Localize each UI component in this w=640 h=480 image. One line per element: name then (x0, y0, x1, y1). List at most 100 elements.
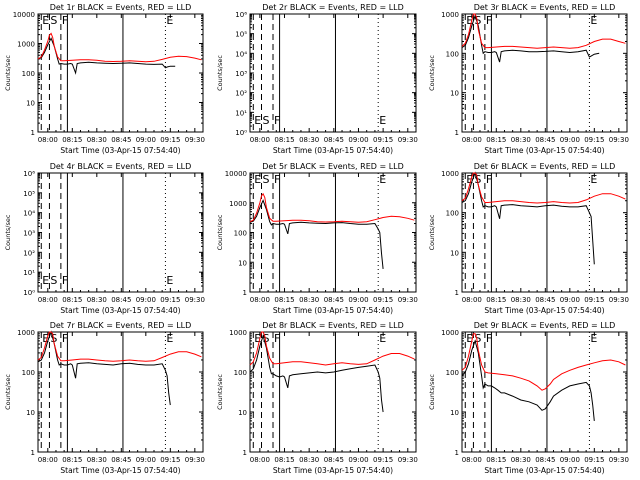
x-tick-label: 08:00 (250, 136, 270, 144)
x-tick-label: 08:45 (535, 136, 555, 144)
y-tick-label: 10 (238, 259, 247, 267)
chart-title: Det 8r BLACK = Events, RED = LLD (262, 321, 404, 330)
x-tick-label: 09:30 (185, 296, 205, 304)
marker-label: E (379, 332, 386, 345)
chart-panel-9: Det 9r BLACK = Events, RED = LLD Start Ti… (428, 321, 629, 475)
series-line-events (461, 339, 595, 421)
x-tick-label: 09:30 (398, 456, 418, 464)
marker-label: E (466, 173, 473, 186)
y-tick-label: 10 (26, 409, 35, 417)
marker-label: F (274, 114, 280, 127)
y-tick-label: 10 (450, 90, 459, 98)
x-tick-label: 09:00 (560, 296, 580, 304)
marker-label: F (486, 173, 492, 186)
x-tick-label: 09:15 (584, 296, 604, 304)
y-tick-label: 1 (455, 289, 459, 297)
y-axis-label: Counts/sec (216, 214, 224, 250)
series-line-events (249, 334, 384, 413)
chart-title: Det 9r BLACK = Events, RED = LLD (474, 321, 616, 330)
x-tick-label: 08:15 (274, 136, 294, 144)
x-tick-label: 08:45 (324, 296, 344, 304)
x-tick-label: 08:30 (511, 456, 531, 464)
y-tick-label: 1000 (229, 200, 247, 208)
y-tick-label: 10⁵ (235, 31, 247, 39)
marker-label: E (42, 332, 49, 345)
x-tick-label: 09:00 (560, 136, 580, 144)
y-tick-label: 100 (234, 369, 247, 377)
x-tick-label: 09:15 (160, 136, 180, 144)
marker-label: S (50, 274, 57, 287)
x-tick-label: 09:15 (373, 456, 393, 464)
marker-label: S (474, 332, 481, 345)
x-tick-label: 09:00 (348, 456, 368, 464)
marker-label: E (590, 332, 597, 345)
y-tick-label: 100 (234, 230, 247, 238)
plot-frame (461, 172, 628, 293)
y-tick-label: 10 (238, 409, 247, 417)
x-axis-label: Start Time (03-Apr-15 07:54:40) (484, 466, 604, 475)
y-tick-label: 100 (446, 50, 459, 58)
marker-label: E (166, 274, 173, 287)
x-tick-label: 08:45 (111, 136, 131, 144)
y-axis-label: Counts/sec (216, 374, 224, 410)
x-tick-label: 09:30 (398, 136, 418, 144)
marker-label: F (486, 14, 492, 27)
x-tick-label: 09:00 (136, 136, 156, 144)
x-tick-label: 08:30 (511, 136, 531, 144)
marker-label: E (590, 14, 597, 27)
x-axis-label: Start Time (03-Apr-15 07:54:40) (273, 306, 393, 315)
marker-label: E (166, 14, 173, 27)
x-tick-label: 09:30 (609, 296, 629, 304)
marker-label: E (254, 173, 261, 186)
chart-title: Det 4r BLACK = Events, RED = LLD (50, 162, 192, 171)
y-tick-label: 1 (31, 449, 35, 457)
marker-label: E (254, 332, 261, 345)
chart-title: Det 7r BLACK = Events, RED = LLD (50, 321, 192, 330)
x-tick-label: 08:45 (535, 456, 555, 464)
y-tick-label: 1 (243, 289, 247, 297)
x-tick-label: 08:30 (299, 456, 319, 464)
y-axis-label: Counts/sec (428, 55, 436, 91)
x-tick-label: 08:00 (38, 136, 58, 144)
y-tick-label: 10⁶ (235, 11, 247, 19)
marker-label: E (379, 173, 386, 186)
y-tick-label: 10² (23, 249, 35, 257)
y-tick-label: 10000 (13, 11, 35, 19)
plot-frame (37, 331, 204, 453)
marker-label: E (590, 173, 597, 186)
x-tick-label: 08:45 (111, 296, 131, 304)
x-tick-label: 08:30 (87, 136, 107, 144)
x-tick-label: 08:00 (250, 296, 270, 304)
marker-label: E (466, 332, 473, 345)
x-tick-label: 08:00 (462, 296, 482, 304)
y-tick-label: 100 (446, 210, 459, 218)
y-tick-label: 1000 (441, 170, 459, 178)
y-tick-label: 10⁴ (235, 50, 247, 58)
y-axis-label: Counts/sec (4, 214, 12, 250)
marker-label: F (62, 274, 68, 287)
y-tick-label: 1 (31, 129, 35, 137)
y-tick-label: 10⁴ (23, 210, 35, 218)
marker-label: E (42, 14, 49, 27)
y-tick-label: 100 (22, 369, 35, 377)
chart-panel-6: Det 6r BLACK = Events, RED = LLD Start Ti… (428, 162, 629, 315)
chart-title: Det 2r BLACK = Events, RED = LLD (262, 3, 404, 12)
x-tick-label: 08:15 (486, 136, 506, 144)
x-tick-label: 08:00 (38, 456, 58, 464)
x-tick-label: 08:30 (511, 296, 531, 304)
plot-frame (249, 331, 417, 453)
x-axis-label: Start Time (03-Apr-15 07:54:40) (60, 466, 180, 475)
x-tick-label: 08:30 (87, 456, 107, 464)
x-axis-label: Start Time (03-Apr-15 07:54:40) (273, 146, 393, 155)
x-tick-label: 09:30 (185, 456, 205, 464)
x-tick-label: 08:45 (535, 296, 555, 304)
marker-label: S (263, 332, 270, 345)
chart-title: Det 5r BLACK = Events, RED = LLD (262, 162, 404, 171)
x-tick-label: 09:00 (348, 136, 368, 144)
x-tick-label: 08:30 (87, 296, 107, 304)
series-line-lld (37, 32, 202, 63)
chart-panel-8: Det 8r BLACK = Events, RED = LLD Start Ti… (216, 321, 418, 475)
x-tick-label: 09:00 (560, 456, 580, 464)
series-line-lld (461, 172, 626, 204)
